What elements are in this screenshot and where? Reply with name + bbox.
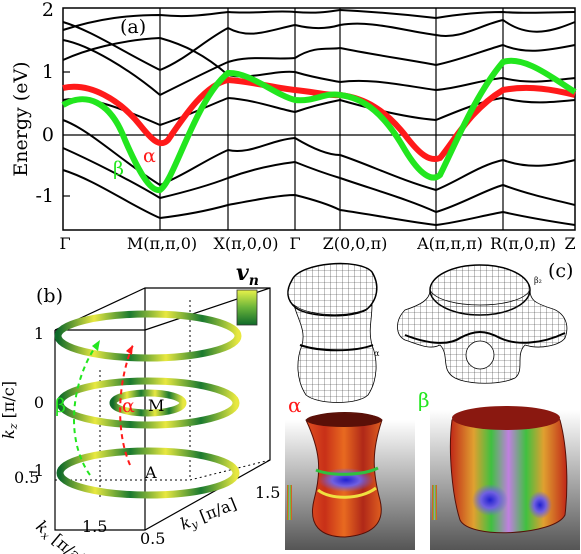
kpoint-R: R(π,0,π) (490, 234, 556, 253)
beta-label-c: β (418, 388, 430, 412)
colorbar (236, 289, 258, 326)
ring-mid-inner (109, 389, 187, 417)
alpha-label-a: α (143, 145, 156, 167)
kpoint-lines (159, 8, 504, 230)
color-alpha-surface (285, 412, 415, 550)
beta-arrow (73, 339, 101, 476)
bz-hidden-edges (55, 300, 271, 500)
ytick-1: 1 (42, 61, 54, 83)
alpha-label-b: α (122, 395, 135, 417)
beta-band (61, 57, 577, 194)
plot-frame (62, 7, 576, 231)
A-label: A (144, 463, 157, 482)
y-ticks: 2 1 0 -1 (35, 0, 54, 207)
kpoint-M: M(π,π,0) (127, 234, 197, 253)
ytick-2: 2 (42, 0, 54, 21)
alpha-arrow (119, 344, 134, 466)
kpoint-Z2: Z (564, 234, 575, 253)
kx-tick-0.5: 0.5 (14, 468, 39, 487)
panel-a: 2 1 0 -1 Energy (eV) (a) Γ M(π,π,0) X(π,… (10, 0, 577, 253)
ky-tick-1.5: 1.5 (255, 483, 280, 502)
panel-c-label: (c) (548, 260, 573, 282)
wire-beta-surface: β₂ (397, 264, 568, 384)
wire-alpha-surface: α (287, 262, 380, 403)
kz-tick-0: 0 (34, 393, 44, 412)
panel-a-label: (a) (120, 16, 146, 38)
fermi-rings (54, 310, 242, 499)
kz-ticks: 1 0 -1 (28, 324, 44, 480)
colorbar-label: vn (236, 260, 259, 289)
ytick-neg1: -1 (35, 185, 54, 207)
y-tick-marks (63, 71, 70, 197)
wire-beta-tag: β₂ (534, 276, 542, 285)
panel-c: (c) α β₂ α β (285, 260, 580, 550)
beta-label-a: β (113, 158, 124, 180)
color-beta-surface (430, 406, 580, 550)
ring-bottom (56, 447, 240, 499)
ring-mid-outer (56, 377, 240, 429)
kx-tick-1.5: 1.5 (82, 517, 107, 536)
kx-axis-label: kx [π/a] (31, 517, 90, 554)
alpha-band (62, 76, 576, 162)
kpoint-labels: Γ M(π,π,0) X(π,0,0) Γ Z(0,0,π) A(π,π,π) … (59, 234, 575, 253)
kz-axis-label: kz [π/c] (0, 381, 20, 439)
ky-axis-label: ky [π/a] (177, 494, 240, 536)
kpoint-A: A(π,π,π) (416, 234, 483, 253)
y-axis-label: Energy (eV) (10, 61, 32, 176)
beta-label-b: β (55, 395, 66, 417)
kz-tick-neg1: -1 (28, 461, 44, 480)
M-label: M (148, 396, 164, 415)
wire-alpha-tag: α (374, 349, 380, 358)
kz-tick-1: 1 (34, 324, 44, 343)
ring-top (54, 310, 242, 362)
ky-tick-0.5: 0.5 (140, 529, 165, 548)
panel-b-label: (b) (36, 285, 63, 307)
kpoint-gamma2: Γ (289, 234, 300, 253)
black-bands (62, 8, 576, 227)
kpoint-gamma: Γ (59, 234, 70, 253)
alpha-label-c: α (288, 393, 302, 417)
panel-b: (b) M A α β (0, 260, 280, 554)
kpoint-Z: Z(0,0,π) (323, 234, 388, 253)
ytick-0: 0 (42, 124, 54, 146)
kpoint-X: X(π,0,0) (214, 234, 279, 253)
